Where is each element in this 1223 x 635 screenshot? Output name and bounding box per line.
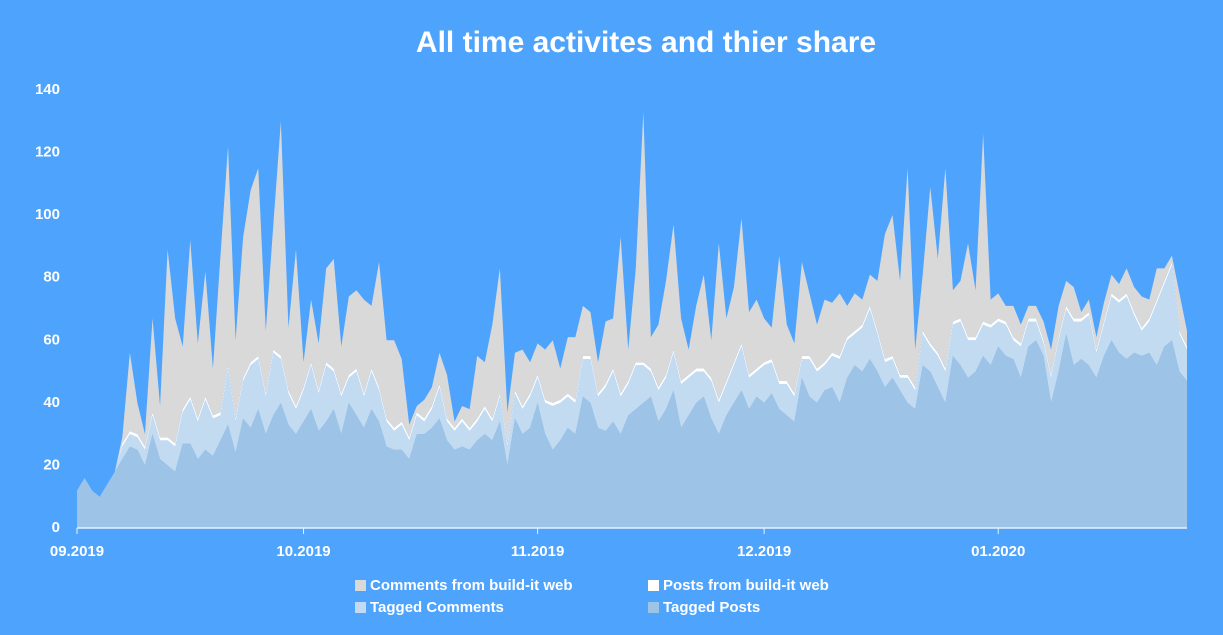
legend-swatch <box>355 602 366 613</box>
x-tick-label: 11.2019 <box>511 543 564 560</box>
y-tick-label: 20 <box>43 456 60 473</box>
chart-title: All time activites and thier share <box>416 26 876 59</box>
legend-label: Posts from build-it web <box>663 577 829 594</box>
y-tick-label: 60 <box>43 331 60 348</box>
x-tick-label: 12.2019 <box>737 543 791 560</box>
y-tick-label: 120 <box>35 144 60 161</box>
legend-swatch <box>648 602 659 613</box>
legend-swatch <box>648 580 659 591</box>
y-tick-label: 0 <box>52 519 60 536</box>
area <box>77 334 1187 528</box>
legend-label: Comments from build-it web <box>370 577 573 594</box>
y-tick-label: 100 <box>35 206 60 223</box>
x-tick-label: 01.2020 <box>971 543 1025 560</box>
y-tick-label: 40 <box>43 394 60 411</box>
area <box>77 111 1187 497</box>
area <box>77 265 1187 497</box>
x-tick-label: 09.2019 <box>50 543 104 560</box>
legend-label: Tagged Posts <box>663 599 760 616</box>
legend-label: Tagged Comments <box>370 599 504 616</box>
y-tick-label: 140 <box>35 81 60 98</box>
y-tick-label: 80 <box>43 269 60 286</box>
legend-swatch <box>355 580 366 591</box>
x-tick-label: 10.2019 <box>276 543 330 560</box>
